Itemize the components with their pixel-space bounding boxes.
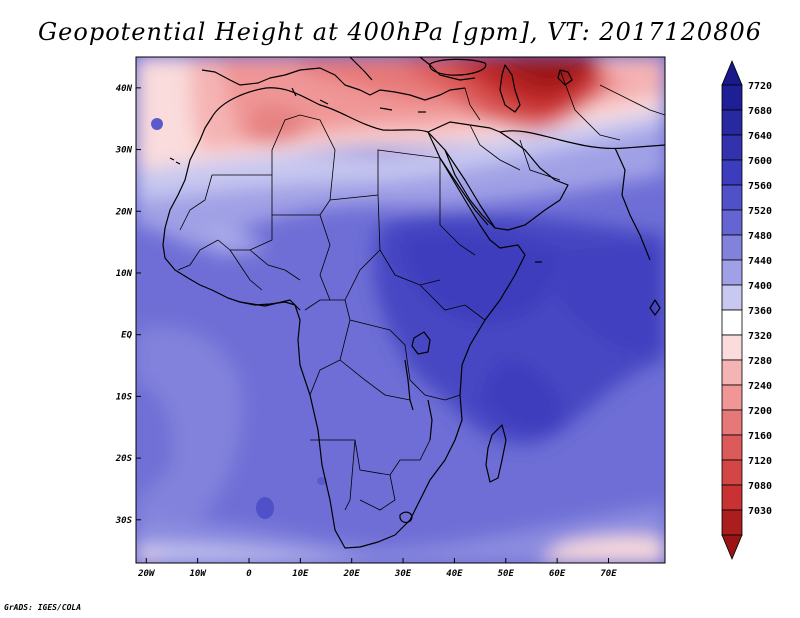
colorbar-label: 7160: [748, 431, 772, 442]
colorbar-label: 7720: [748, 81, 772, 92]
colorbar-swatch: [721, 309, 743, 336]
colorbar-swatch: [721, 334, 743, 361]
lon-tick-label: 10E: [292, 569, 309, 579]
lat-tick-label: 10N: [116, 269, 133, 279]
colorbar-label: 7240: [748, 381, 772, 392]
lon-tick-label: 70E: [600, 569, 617, 579]
colorbar-label: 7400: [748, 281, 772, 292]
colorbar-swatch: [721, 259, 743, 286]
colorbar-label: 7200: [748, 406, 772, 417]
colorbar-swatch: [721, 484, 743, 511]
plot-frame: [135, 56, 666, 564]
lon-tick-label: 10W: [189, 569, 207, 579]
colorbar-swatch: [721, 409, 743, 436]
lat-tick-label: 10S: [116, 392, 133, 402]
colorbar-swatch: [721, 134, 743, 161]
lon-tick-label: 50E: [498, 569, 515, 579]
lon-tick-label: 20E: [343, 569, 361, 579]
colorbar-label: 7560: [748, 181, 772, 192]
colorbar-label: 7030: [748, 506, 772, 517]
colorbar-swatch: [721, 234, 743, 261]
lat-tick-label: 30N: [115, 146, 133, 156]
map-title: Geopotential Height at 400hPa [gpm], VT:…: [38, 18, 762, 46]
lat-tick-label: EQ: [121, 331, 132, 341]
colorbar-swatch: [721, 509, 743, 536]
colorbar-label: 7440: [748, 256, 772, 267]
lon-tick-label: 40E: [446, 569, 463, 579]
colorbar: 7720 7680 7640 7600 7560 7520 7480 7440 7400 7360…: [721, 59, 772, 561]
colorbar-label: 7320: [748, 331, 772, 342]
axis-ticks: 20W 10W 0 10E 20E 30E 40E 50E 60E 70E 40N 30N 20N 10N…: [115, 84, 617, 579]
lat-tick-label: 20N: [115, 207, 133, 217]
colorbar-swatch: [721, 384, 743, 411]
colorbar-label: 7480: [748, 231, 772, 242]
colorbar-label: 7120: [748, 456, 772, 467]
lat-tick-label: 40N: [116, 84, 133, 94]
colorbar-swatch: [721, 459, 743, 486]
colorbar-label: 7280: [748, 356, 772, 367]
country-borders: [177, 69, 665, 511]
colorbar-top-arrow: [721, 59, 743, 86]
colorbar-swatch: [721, 84, 743, 111]
lat-tick-label: 20S: [115, 454, 133, 464]
colorbar-swatch: [721, 284, 743, 311]
lon-tick-label: 30E: [394, 569, 412, 579]
colorbar-swatch: [721, 434, 743, 461]
colorbar-label: 7680: [748, 106, 772, 117]
lon-tick-label: 60E: [549, 569, 566, 579]
colorbar-label: 7640: [748, 131, 772, 142]
height-field: [136, 57, 665, 563]
colorbar-label: 7600: [748, 156, 772, 167]
credit-text: GrADS: IGES/COLA: [4, 603, 82, 612]
colorbar-label: 7520: [748, 206, 772, 217]
colorbar-swatch: [721, 159, 743, 186]
colorbar-bottom-arrow: [721, 534, 743, 561]
lon-tick-label: 0: [246, 569, 252, 579]
colorbar-swatch: [721, 184, 743, 211]
lon-tick-label: 20W: [137, 569, 156, 579]
colorbar-label: 7360: [748, 306, 772, 317]
colorbar-swatch: [721, 209, 743, 236]
colorbar-swatch: [721, 359, 743, 386]
lat-tick-label: 30S: [115, 516, 133, 526]
coastlines: [162, 57, 665, 549]
colorbar-label: 7080: [748, 481, 772, 492]
colorbar-swatch: [721, 109, 743, 136]
